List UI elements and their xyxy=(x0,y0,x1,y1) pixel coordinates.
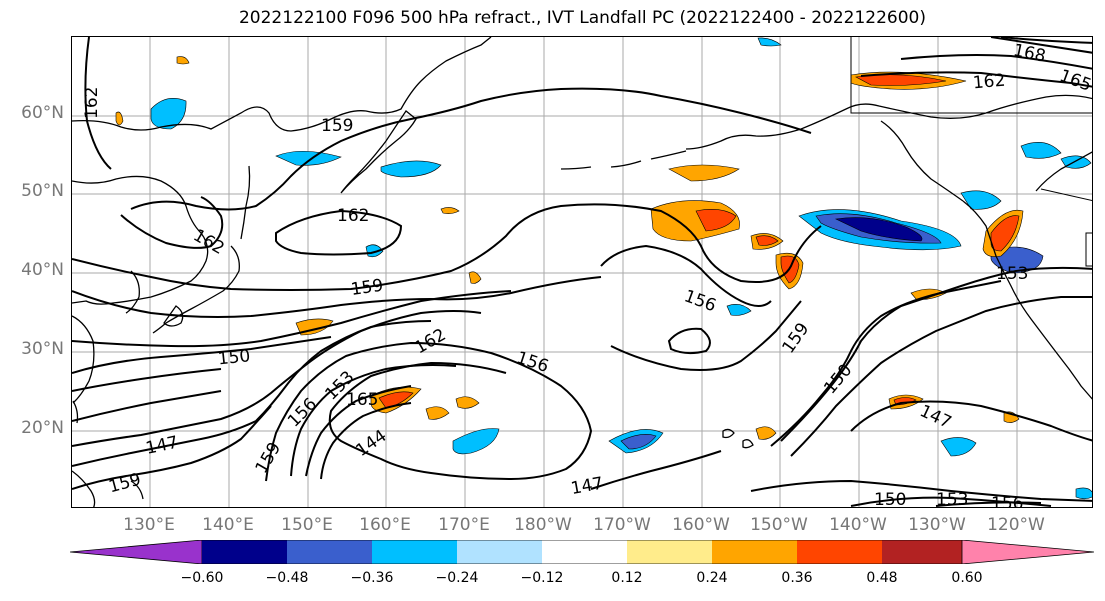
lat-label-40n: 40°N xyxy=(21,260,64,280)
colorbar-segment xyxy=(70,540,203,564)
contour-label: 159 xyxy=(107,470,144,498)
contour-label: 153 xyxy=(936,490,968,508)
contour-label: 159 xyxy=(252,439,286,477)
lon-label-170w: 170°W xyxy=(593,515,651,535)
contour-label: 150 xyxy=(874,490,906,508)
colorbar-segment xyxy=(457,540,542,564)
lon-label-160w: 160°W xyxy=(672,515,730,535)
colorbar-segment xyxy=(202,540,287,564)
colorbar-segment xyxy=(797,540,882,564)
lon-label-150w: 150°W xyxy=(750,515,808,535)
coastline-icon xyxy=(72,37,1092,507)
contour-label: 156 xyxy=(284,394,321,431)
lon-label-170e: 170°E xyxy=(438,515,490,535)
colorbar-tick: −0.24 xyxy=(435,570,479,586)
lon-label-150e: 150°E xyxy=(281,515,333,535)
contour-label: 162 xyxy=(82,87,102,119)
colorbar-tick: 0.12 xyxy=(611,570,643,586)
lon-label-130e: 130°E xyxy=(123,515,175,535)
colorbar-tick: 0.24 xyxy=(696,570,728,586)
positive-anomaly-patches xyxy=(115,56,1024,440)
lon-label-140w: 140°W xyxy=(829,515,887,535)
colorbar-segment xyxy=(287,540,372,564)
lat-label-30n: 30°N xyxy=(21,339,64,359)
contour-label: 147 xyxy=(569,474,604,499)
contour-label: 159 xyxy=(350,276,385,300)
contour-label: 162 xyxy=(337,206,369,226)
contour-label: 165 xyxy=(346,390,378,410)
lon-label-130w: 130°W xyxy=(908,515,966,535)
colorbar-segment xyxy=(542,540,627,564)
contour-label: 162 xyxy=(411,325,449,359)
contour-labels: 162 159 162 162 159 156 150 162 153 156 … xyxy=(82,40,1093,508)
contour-label: 156 xyxy=(681,286,718,316)
colorbar-tick: 0.48 xyxy=(866,570,898,586)
lon-label-120w: 120°W xyxy=(987,515,1045,535)
lon-label-160e: 160°E xyxy=(359,515,411,535)
lat-label-50n: 50°N xyxy=(21,181,64,201)
colorbar-segment xyxy=(712,540,797,564)
colorbar xyxy=(70,540,1094,564)
contour-label: 153 xyxy=(996,264,1028,284)
map-svg: 162 159 162 162 159 156 150 162 153 156 … xyxy=(72,37,1093,508)
map-panel[interactable]: 162 159 162 162 159 156 150 162 153 156 … xyxy=(71,36,1093,508)
map-title: 2022122100 F096 500 hPa refract., IVT La… xyxy=(238,8,926,28)
colorbar-segment xyxy=(627,540,712,564)
contour-label: 150 xyxy=(217,346,251,369)
colorbar-tick: −0.48 xyxy=(265,570,309,586)
lon-label-140e: 140°E xyxy=(202,515,254,535)
contour-label: 156 xyxy=(991,494,1023,508)
lat-label-60n: 60°N xyxy=(21,103,64,123)
colorbar-tick: 0.60 xyxy=(951,570,983,586)
colorbar-segment xyxy=(961,540,1094,564)
colorbar-tick: 0.36 xyxy=(781,570,813,586)
graticule xyxy=(72,37,1092,507)
contour-label: 159 xyxy=(321,116,353,136)
contour-line-icon xyxy=(72,37,1092,507)
negative-anomaly-patches xyxy=(150,37,1092,500)
contour-label: 147 xyxy=(144,433,180,459)
colorbar-segment xyxy=(372,540,457,564)
colorbar-tick: −0.12 xyxy=(520,570,564,586)
contour-label: 162 xyxy=(972,71,1006,94)
colorbar-segment xyxy=(882,540,962,564)
lat-label-20n: 20°N xyxy=(21,418,64,438)
colorbar-tick: −0.36 xyxy=(350,570,394,586)
colorbar-tick: −0.60 xyxy=(180,570,224,586)
lon-label-180w: 180°W xyxy=(514,515,572,535)
contour-label: 165 xyxy=(1057,66,1093,96)
contour-label: 147 xyxy=(917,401,955,433)
